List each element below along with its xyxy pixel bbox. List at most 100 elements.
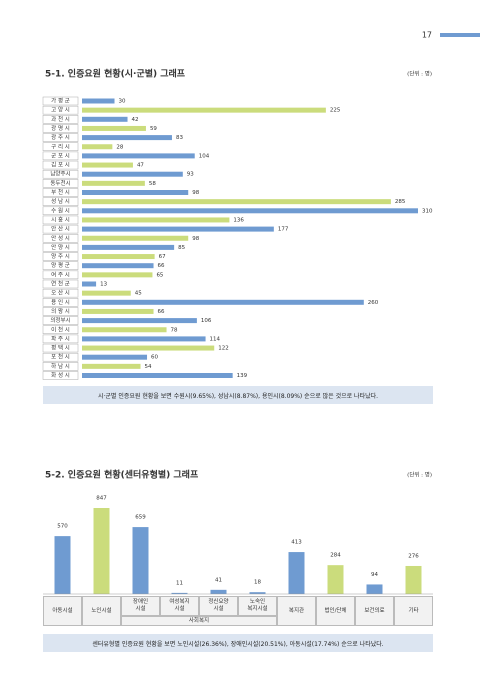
bar [82,244,175,250]
value-label: 284 [330,553,341,559]
category-label: 의정부시 [50,317,70,324]
category-box [42,270,79,280]
category-box [42,224,79,234]
category-box [42,197,79,206]
bar [82,199,391,205]
category-label: 광 명 시 [51,125,70,132]
bar [82,327,167,333]
bar [82,373,233,378]
value-label: 13 [100,282,107,288]
bar [405,565,422,594]
bar [82,272,153,278]
category-box [42,316,79,325]
category-label: 남양주시 [50,170,70,178]
bar [82,308,154,314]
category-box [42,179,79,188]
value-label: 276 [408,553,419,559]
value-label: 66 [158,309,165,315]
category-label: 군 포 시 [51,152,70,159]
page-number: 17 [422,31,432,40]
category-box [42,307,79,316]
category-label: 가 평 군 [51,97,70,105]
bar [82,363,141,369]
category-label: 여 주 시 [51,270,70,278]
bar [82,144,113,150]
category-label: 아동시설 [43,596,82,626]
value-label: 659 [135,515,146,521]
value-label: 114 [210,336,221,342]
value-label: 41 [215,577,222,583]
bar [249,592,266,594]
value-label: 570 [57,524,68,530]
bar [82,162,133,168]
bar [82,336,206,342]
category-label: 양 주 시 [51,252,70,260]
bar [82,116,128,122]
category-label: 안 양 시 [51,243,70,251]
bar [82,107,326,113]
category-label: 김 포 시 [51,162,70,169]
category-box [42,133,79,142]
bar [82,180,145,186]
chart-title: 5-2. 인증요원 현황(센터유형별) 그래프 [45,469,199,481]
value-label: 78 [171,327,178,333]
category-box [42,234,79,243]
bar [82,318,197,324]
bar [82,135,172,141]
category-label: 연 천 군 [51,280,70,288]
value-label: 45 [135,291,142,297]
bar [327,565,344,594]
bar [82,281,97,287]
category-label: 안 산 시 [51,225,70,233]
bar [93,508,110,594]
value-label: 136 [233,217,244,223]
category-label: 시 흥 시 [51,215,70,223]
bar [132,527,149,594]
category-label: 복지관 [277,596,316,626]
bar [82,290,131,296]
value-label: 11 [176,580,183,586]
category-box [42,371,79,380]
category-label: 노인시설 [82,596,121,626]
category-box [42,96,79,106]
category-label: 화 성 시 [51,371,70,379]
category-box [42,142,79,151]
category-label: 노숙인 복지시설 [238,596,277,616]
value-label: 413 [291,540,302,546]
value-label: 30 [119,99,126,105]
value-label: 28 [116,144,123,150]
category-label: 안 성 시 [51,234,70,242]
category-label: 고 양 시 [51,106,70,114]
category-label: 구 리 시 [51,142,70,150]
bar [82,263,154,269]
value-label: 60 [151,355,158,361]
bar [82,299,364,305]
category-label: 이 천 시 [51,325,70,333]
value-label: 847 [96,496,107,502]
bar [54,536,71,594]
category-label: 기타 [394,596,433,626]
category-box [42,252,79,261]
value-label: 85 [178,245,185,251]
value-label: 310 [422,208,433,214]
note: 시·군별 인증요원 현황을 보면 수원시(9.65%), 성남시(8.87%),… [43,386,433,404]
category-box [42,115,79,124]
value-label: 59 [150,126,157,132]
value-label: 139 [237,373,248,379]
value-label: 18 [254,580,261,586]
unit-label: (단위 : 명) [407,70,432,78]
value-label: 177 [278,227,289,233]
unit-label: (단위 : 명) [407,471,432,479]
value-label: 106 [201,318,212,324]
page-bar [440,33,480,37]
category-box [42,352,79,362]
value-label: 98 [192,190,199,196]
category-label: 정신요양 시설 [199,596,238,616]
value-label: 66 [158,263,165,269]
bar [171,592,188,594]
category-box [42,124,79,133]
value-label: 65 [156,272,163,278]
category-box [42,206,79,216]
bar [366,584,383,594]
category-box [42,105,79,115]
